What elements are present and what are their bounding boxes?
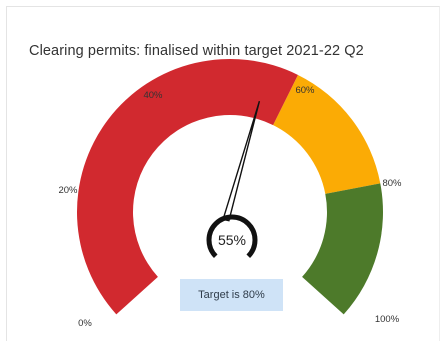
gauge-tick-label: 40%	[143, 90, 163, 101]
gauge-tick-label: 60%	[295, 85, 315, 96]
gauge-needle	[222, 100, 261, 222]
gauge-value-label: 55%	[218, 232, 246, 248]
gauge-tick-label: 0%	[78, 318, 92, 329]
gauge-tick-label: 80%	[382, 178, 402, 189]
gauge-tick-label: 20%	[58, 185, 78, 196]
target-label: Target is 80%	[180, 279, 283, 311]
chart-title: Clearing permits: finalised within targe…	[29, 43, 364, 59]
gauge-band-2	[302, 183, 383, 315]
gauge-band-1	[273, 74, 381, 194]
gauge-tick-label: 100%	[375, 314, 400, 325]
gauge-band-0	[77, 59, 299, 315]
chart-card	[6, 6, 440, 341]
gauge-hub-ring	[206, 214, 258, 259]
